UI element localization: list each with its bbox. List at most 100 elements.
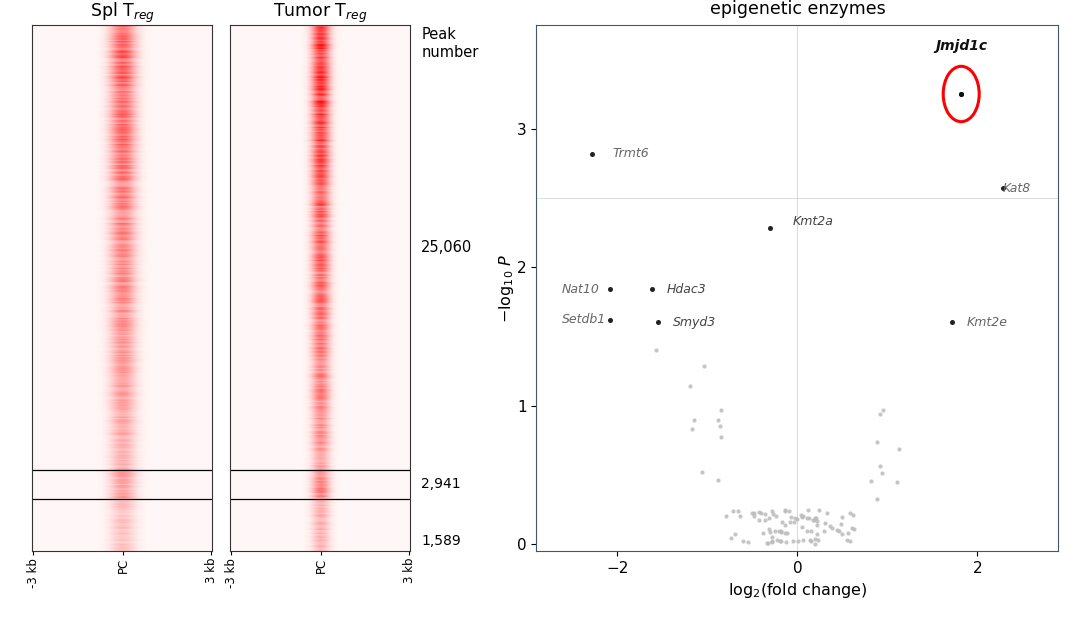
Point <box>754 527 771 537</box>
Point <box>833 519 850 529</box>
Point <box>845 511 862 521</box>
Point <box>764 506 781 516</box>
Point <box>761 527 779 537</box>
Point <box>841 508 859 517</box>
Point <box>771 537 788 547</box>
Point <box>785 517 802 527</box>
Point <box>777 505 794 515</box>
Point <box>789 536 807 546</box>
Point <box>725 506 742 516</box>
Point <box>994 183 1011 193</box>
Point <box>808 516 825 526</box>
Point <box>802 536 820 546</box>
Point <box>806 516 823 526</box>
Point <box>839 528 856 538</box>
Point <box>683 423 700 433</box>
Point <box>734 536 752 546</box>
Text: 2,941: 2,941 <box>421 477 461 491</box>
Point <box>761 223 779 233</box>
Point <box>807 513 824 523</box>
Point <box>751 515 768 525</box>
Point <box>807 534 824 544</box>
Point <box>713 432 730 442</box>
Point <box>770 526 787 536</box>
Point <box>794 535 811 545</box>
Point <box>717 511 734 521</box>
Point <box>777 506 794 516</box>
Point <box>795 511 812 521</box>
Text: Setdb1: Setdb1 <box>562 313 606 326</box>
Point <box>808 520 825 530</box>
Point <box>843 524 861 534</box>
Point <box>764 537 781 547</box>
Point <box>870 461 888 471</box>
Text: 1,589: 1,589 <box>421 534 461 548</box>
Point <box>794 522 811 532</box>
Text: Peak
number: Peak number <box>421 27 478 60</box>
Point <box>828 525 846 535</box>
Point <box>772 536 789 546</box>
Point <box>752 508 769 517</box>
Point <box>643 284 660 294</box>
Point <box>862 475 879 485</box>
Title: Tumor T$_{reg}$ versus splenic T$_{reg}$
epigenetic enzymes: Tumor T$_{reg}$ versus splenic T$_{reg}$… <box>667 0 928 18</box>
Point <box>731 511 748 521</box>
Point <box>800 513 818 523</box>
Point <box>874 468 891 478</box>
Point <box>772 527 789 537</box>
Point <box>953 89 970 99</box>
Text: Nat10: Nat10 <box>562 283 599 296</box>
Title: Spl T$_{reg}$: Spl T$_{reg}$ <box>90 1 154 25</box>
Point <box>841 536 859 546</box>
Point <box>772 526 789 535</box>
Point <box>788 514 806 524</box>
Text: Smyd3: Smyd3 <box>673 316 716 329</box>
Text: Jmjd1c: Jmjd1c <box>935 38 987 53</box>
Point <box>777 528 794 538</box>
Point <box>798 513 815 523</box>
Point <box>807 539 824 548</box>
Point <box>760 524 778 534</box>
Text: Kat8: Kat8 <box>1002 181 1030 194</box>
Y-axis label: $-$log$_{10}$ $P$: $-$log$_{10}$ $P$ <box>497 253 515 322</box>
Point <box>729 506 746 516</box>
Point <box>777 537 794 547</box>
Point <box>758 539 775 548</box>
Point <box>745 508 762 518</box>
Point <box>824 523 841 533</box>
Point <box>808 513 825 523</box>
Point <box>799 504 816 514</box>
Point <box>777 520 794 530</box>
Point <box>801 535 819 545</box>
Point <box>760 513 778 522</box>
Point <box>781 517 798 527</box>
Point <box>833 529 850 539</box>
Point <box>822 522 839 532</box>
Point <box>809 535 826 545</box>
Point <box>750 507 767 517</box>
Point <box>779 528 796 538</box>
Point <box>759 539 777 548</box>
Point <box>602 314 619 324</box>
Point <box>766 526 783 536</box>
Point <box>768 511 785 521</box>
Point <box>874 405 891 415</box>
Point <box>831 526 848 535</box>
Text: Kmt2a: Kmt2a <box>793 215 834 228</box>
X-axis label: log$_2$(fold change): log$_2$(fold change) <box>728 581 867 600</box>
Point <box>686 415 703 425</box>
Point <box>762 536 780 546</box>
Point <box>953 89 970 99</box>
Text: Trmt6: Trmt6 <box>612 147 650 160</box>
Point <box>838 535 855 545</box>
Point <box>846 524 863 534</box>
Point <box>764 532 781 542</box>
Point <box>780 506 797 516</box>
Point <box>768 535 785 545</box>
Point <box>872 409 889 419</box>
Point <box>647 345 664 355</box>
Point <box>583 149 600 158</box>
Point <box>773 517 791 527</box>
Text: Kmt2e: Kmt2e <box>967 316 1008 329</box>
Point <box>649 318 666 327</box>
